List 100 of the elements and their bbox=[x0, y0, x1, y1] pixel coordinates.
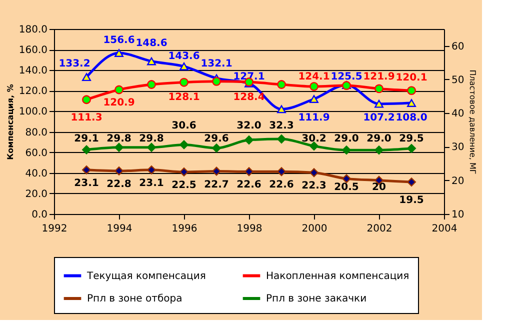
y2-tick-label: 30 bbox=[452, 142, 464, 154]
y-tick-label: 140.0 bbox=[18, 66, 48, 77]
x-tick-label: 1992 bbox=[42, 224, 68, 234]
data-label: 29.6 bbox=[204, 133, 229, 144]
point bbox=[277, 105, 286, 114]
data-label: 22.6 bbox=[269, 180, 294, 191]
y-tick-label: 40.0 bbox=[25, 168, 48, 180]
x-tick-label: 1996 bbox=[172, 224, 198, 234]
y2-tick-label: 60 bbox=[452, 41, 464, 52]
point bbox=[310, 168, 318, 178]
point bbox=[342, 146, 351, 155]
y-axis-title: Компенсация, % bbox=[6, 84, 15, 160]
data-label: 32.0 bbox=[236, 120, 262, 132]
point bbox=[82, 145, 91, 154]
legend-label: Рпл в зоне закачки bbox=[266, 294, 367, 304]
point bbox=[82, 165, 91, 174]
y-tick-label: 60.0 bbox=[25, 148, 48, 159]
point bbox=[180, 140, 188, 150]
point bbox=[114, 49, 124, 58]
data-label: 32.3 bbox=[269, 120, 294, 132]
x-tick-label: 1994 bbox=[106, 224, 132, 234]
data-label: 124.1 bbox=[298, 72, 330, 83]
point bbox=[82, 95, 91, 104]
x-tick-label: 2002 bbox=[366, 224, 392, 234]
point bbox=[212, 76, 221, 86]
data-label: 23.1 bbox=[74, 178, 99, 189]
legend-label: Накопленная компенсация bbox=[266, 270, 410, 282]
data-label: 20 bbox=[372, 182, 386, 193]
y2-tick-label: 50 bbox=[452, 74, 464, 86]
point bbox=[114, 142, 124, 152]
data-label: 29.0 bbox=[334, 133, 359, 144]
point bbox=[147, 57, 156, 66]
data-label: 29.5 bbox=[399, 133, 424, 144]
data-label: 22.7 bbox=[204, 179, 229, 190]
x-tick-label: 2004 bbox=[432, 224, 458, 234]
x-tick-label: 1998 bbox=[236, 224, 262, 234]
point bbox=[310, 82, 318, 91]
point bbox=[147, 165, 156, 174]
point bbox=[147, 80, 156, 89]
point bbox=[374, 84, 384, 94]
legend-label: Текущая компенсация bbox=[86, 270, 206, 282]
data-label: 128.4 bbox=[233, 92, 265, 104]
data-label: 128.1 bbox=[168, 92, 200, 104]
data-label: 120.1 bbox=[396, 72, 428, 84]
data-label: 148.6 bbox=[136, 38, 168, 50]
point bbox=[114, 166, 124, 176]
point bbox=[180, 167, 188, 176]
data-label: 30.2 bbox=[302, 133, 326, 144]
data-label: 22.3 bbox=[302, 180, 326, 192]
data-label: 143.6 bbox=[168, 51, 200, 62]
data-label: 30.6 bbox=[172, 120, 196, 132]
y-tick-label: 100.0 bbox=[18, 106, 48, 118]
point bbox=[180, 62, 188, 70]
data-label: 20.5 bbox=[334, 182, 359, 193]
y2-tick-label: 40 bbox=[452, 108, 464, 120]
data-label: 132.1 bbox=[200, 58, 232, 70]
y-tick-label: 160.0 bbox=[18, 45, 48, 56]
data-label: 120.9 bbox=[103, 98, 135, 109]
point bbox=[407, 99, 416, 107]
data-label: 156.6 bbox=[103, 35, 135, 46]
point bbox=[244, 136, 254, 144]
y-tick-label: 80.0 bbox=[25, 127, 48, 138]
data-label: 22.8 bbox=[106, 178, 132, 190]
data-label: 29.0 bbox=[366, 133, 392, 144]
data-label: 121.9 bbox=[363, 72, 395, 83]
point bbox=[82, 73, 91, 82]
point bbox=[244, 167, 254, 176]
y2-tick-label: 20 bbox=[452, 176, 464, 187]
point bbox=[180, 78, 188, 87]
data-label: 23.1 bbox=[139, 178, 164, 189]
point bbox=[277, 80, 286, 89]
point bbox=[147, 142, 156, 152]
y2-tick-label: 10 bbox=[452, 210, 464, 220]
y-tick-label: 0.0 bbox=[32, 210, 48, 220]
data-label: 111.9 bbox=[298, 112, 330, 124]
point bbox=[374, 146, 384, 155]
data-label: 107.2 bbox=[363, 112, 395, 124]
y-tick-label: 120.0 bbox=[18, 86, 48, 98]
data-label: 29.8 bbox=[106, 133, 132, 144]
data-label: 29.1 bbox=[74, 133, 99, 144]
point bbox=[277, 134, 286, 144]
y2-axis-title: Пластовое давление, МГ bbox=[468, 70, 478, 174]
point bbox=[374, 100, 384, 108]
point bbox=[212, 144, 221, 153]
point bbox=[114, 85, 124, 94]
point bbox=[310, 95, 318, 103]
point bbox=[407, 144, 416, 153]
point bbox=[407, 178, 416, 187]
data-label: 125.5 bbox=[330, 72, 362, 83]
x-tick-label: 2000 bbox=[302, 224, 328, 234]
data-label: 133.2 bbox=[58, 58, 90, 70]
point bbox=[407, 86, 416, 96]
point bbox=[277, 167, 286, 176]
data-label: 111.3 bbox=[70, 112, 102, 124]
y-tick-label: 180.0 bbox=[18, 24, 48, 36]
y-tick-label: 20.0 bbox=[25, 188, 48, 200]
data-label: 127.1 bbox=[233, 72, 265, 83]
data-label: 22.5 bbox=[172, 180, 196, 191]
point bbox=[310, 142, 318, 151]
data-label: 108.0 bbox=[396, 112, 428, 124]
